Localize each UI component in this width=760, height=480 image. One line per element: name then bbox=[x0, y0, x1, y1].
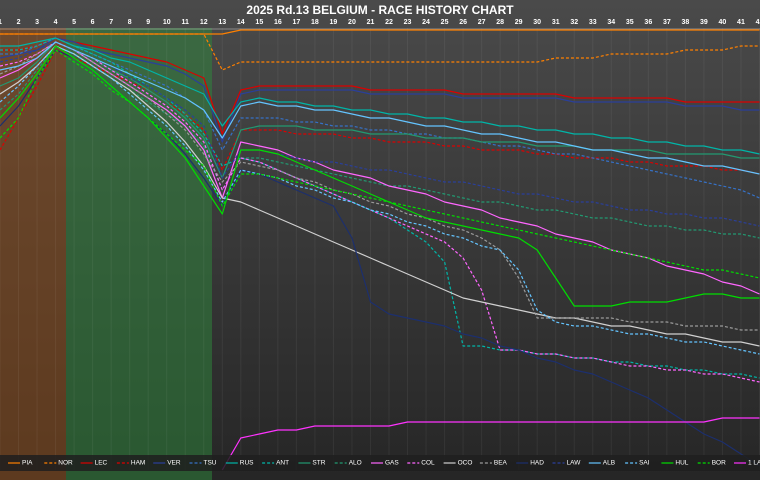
x-tick-label: 25 bbox=[441, 19, 449, 26]
x-tick-label: 23 bbox=[404, 19, 412, 26]
lines bbox=[0, 29, 760, 471]
legend-label: TSU bbox=[204, 460, 217, 467]
series-line bbox=[0, 49, 760, 279]
series-line bbox=[0, 41, 760, 227]
legend-label: PIA bbox=[22, 460, 33, 467]
series-line bbox=[221, 417, 760, 471]
x-tick-label: 10 bbox=[163, 19, 171, 26]
legend-label: LEC bbox=[95, 460, 108, 467]
x-tick-label: 21 bbox=[367, 19, 375, 26]
grid bbox=[0, 28, 760, 470]
x-tick-label: 18 bbox=[311, 19, 319, 26]
legend-label: ALO bbox=[349, 460, 362, 467]
series-line bbox=[0, 41, 760, 175]
legend-label: HAM bbox=[131, 460, 145, 467]
legend-label: VER bbox=[167, 460, 181, 467]
series-line bbox=[0, 37, 760, 135]
x-tick-label: 19 bbox=[330, 19, 338, 26]
x-tick-label: 37 bbox=[663, 19, 671, 26]
x-tick-label: 14 bbox=[237, 19, 245, 26]
x-tick-label: 24 bbox=[422, 19, 430, 26]
x-tick-label: 2 bbox=[17, 19, 21, 26]
x-tick-label: 11 bbox=[182, 19, 190, 26]
x-tick-label: 26 bbox=[459, 19, 467, 26]
x-tick-label: 29 bbox=[515, 19, 523, 26]
chart-title: 2025 Rd.13 BELGIUM - RACE HISTORY CHART bbox=[246, 3, 514, 17]
series-line bbox=[0, 37, 760, 143]
x-tick-label: 36 bbox=[644, 19, 652, 26]
shaded-period bbox=[0, 28, 66, 480]
x-tick-label: 17 bbox=[292, 19, 300, 26]
legend-label: SAI bbox=[639, 460, 650, 467]
x-tick-label: 42 bbox=[756, 19, 760, 26]
x-tick-label: 20 bbox=[348, 19, 356, 26]
series-line bbox=[0, 37, 760, 379]
legend-label: LAW bbox=[567, 460, 582, 467]
x-tick-label: 28 bbox=[496, 19, 504, 26]
legend-label: GAS bbox=[385, 460, 399, 467]
series-line bbox=[0, 33, 760, 71]
legend-label: HUL bbox=[675, 460, 688, 467]
x-tick-label: 32 bbox=[570, 19, 578, 26]
x-tick-label: 7 bbox=[109, 19, 113, 26]
x-tick-label: 33 bbox=[589, 19, 597, 26]
x-tick-label: 6 bbox=[91, 19, 95, 26]
legend-label: NOR bbox=[58, 460, 73, 467]
x-tick-label: 15 bbox=[255, 19, 263, 26]
series-line bbox=[0, 37, 760, 155]
x-tick-label: 35 bbox=[626, 19, 634, 26]
x-tick-label: 3 bbox=[35, 19, 39, 26]
x-tick-label: 34 bbox=[607, 19, 615, 26]
x-tick-label: 38 bbox=[681, 19, 689, 26]
x-tick-label: 41 bbox=[737, 19, 745, 26]
x-tick-label: 12 bbox=[200, 19, 208, 26]
legend-label: RUS bbox=[240, 460, 254, 467]
x-tick-label: 4 bbox=[54, 19, 58, 26]
x-tick-label: 9 bbox=[146, 19, 150, 26]
x-tick-label: 30 bbox=[533, 19, 541, 26]
legend-label: BOR bbox=[712, 460, 726, 467]
legend-label: ANT bbox=[276, 460, 289, 467]
legend-label: COL bbox=[421, 460, 435, 467]
x-tick-label: 5 bbox=[72, 19, 76, 26]
series-line bbox=[0, 45, 760, 355]
x-tick-label: 8 bbox=[128, 19, 132, 26]
series-line bbox=[0, 37, 760, 199]
shaded-period bbox=[66, 28, 212, 480]
series-line bbox=[0, 45, 760, 347]
legend-label: 1 LAP bbox=[748, 460, 760, 467]
legend-label: STR bbox=[312, 460, 325, 467]
x-tick-label: 22 bbox=[385, 19, 393, 26]
legend-label: ALB bbox=[603, 460, 615, 467]
legend-label: BEA bbox=[494, 460, 508, 467]
series-line bbox=[0, 41, 760, 179]
legend: PIA NOR LEC HAM VER TSU RUS ANT STR ALO GAS COL OCO B… bbox=[8, 460, 760, 467]
legend-label: HAD bbox=[530, 460, 544, 467]
x-tick-label: 39 bbox=[700, 19, 708, 26]
series-line bbox=[0, 41, 760, 331]
x-tick-label: 27 bbox=[478, 19, 486, 26]
legend-label: OCO bbox=[458, 460, 473, 467]
x-tick-label: 1 bbox=[0, 19, 2, 26]
x-tick-label: 16 bbox=[274, 19, 282, 26]
x-tick-label: 13 bbox=[218, 19, 226, 26]
x-tick-label: 31 bbox=[552, 19, 560, 26]
series-line bbox=[0, 41, 760, 383]
x-tick-label: 40 bbox=[719, 19, 727, 26]
